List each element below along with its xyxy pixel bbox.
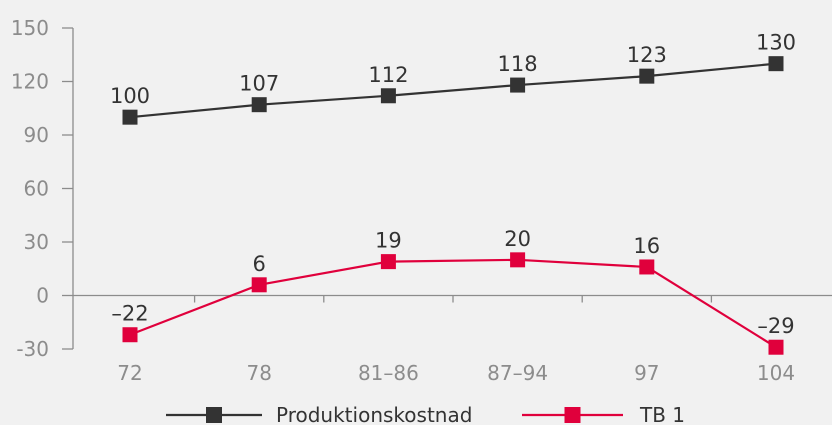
y-tick-label: 150 [11, 16, 49, 40]
x-tick-label: 81–86 [358, 361, 419, 385]
data-label: –22 [111, 302, 148, 326]
legend-swatch-marker [206, 407, 222, 423]
data-point [122, 327, 138, 343]
data-label: 20 [504, 227, 531, 251]
data-label: –29 [757, 314, 794, 338]
x-tick-label: 72 [117, 361, 142, 385]
legend: Produktionskostnad TB 1 [166, 403, 685, 425]
data-point [122, 109, 138, 125]
x-axis: 72 78 81–86 87–94 97 104 [73, 294, 832, 385]
data-point [510, 77, 526, 93]
data-point [251, 277, 267, 293]
data-point [380, 254, 396, 270]
data-point [510, 252, 526, 268]
x-tick-label: 104 [757, 361, 795, 385]
y-tick-label: 60 [24, 177, 49, 201]
y-tick-label: 120 [11, 70, 49, 94]
data-label: 123 [627, 43, 667, 67]
data-label: 16 [633, 234, 660, 258]
data-labels: 100 107 112 118 123 130 –22 6 19 20 16 –29 [110, 31, 796, 339]
data-label: 130 [756, 31, 796, 55]
data-point [639, 259, 655, 275]
data-point [768, 56, 784, 72]
legend-swatch-marker [564, 407, 581, 423]
y-tick-label: 90 [24, 123, 49, 147]
y-tick-label: 30 [24, 230, 49, 254]
data-point [639, 68, 655, 84]
x-tick-label: 87–94 [487, 361, 548, 385]
data-point [380, 88, 396, 104]
data-label: 118 [498, 52, 538, 76]
data-point [251, 97, 267, 113]
series-layer [122, 56, 784, 355]
data-label: 107 [239, 72, 279, 96]
data-label: 6 [253, 252, 266, 276]
data-point [768, 339, 784, 355]
series-line-0 [129, 62, 777, 119]
data-label: 19 [375, 229, 402, 253]
x-tick-label: 97 [634, 361, 659, 385]
data-label: 112 [368, 63, 408, 87]
x-tick-label: 78 [246, 361, 271, 385]
y-tick-label: -30 [16, 337, 49, 361]
legend-label: TB 1 [639, 403, 685, 425]
data-label: 100 [110, 84, 150, 108]
y-tick-label: 0 [36, 284, 49, 308]
series-line-1 [129, 258, 777, 349]
legend-label: Produktionskostnad [276, 403, 472, 425]
y-axis: 150 120 90 60 30 0 -30 [11, 16, 74, 361]
